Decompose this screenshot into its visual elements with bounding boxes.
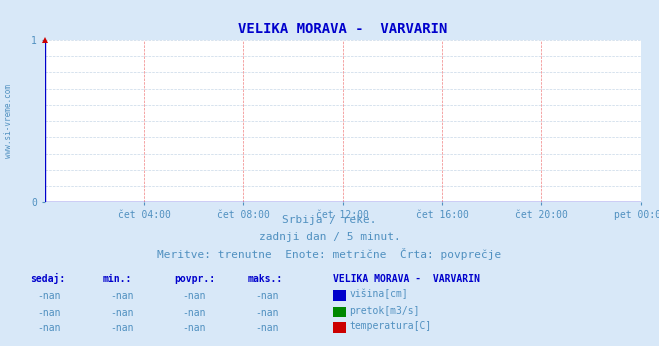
Text: zadnji dan / 5 minut.: zadnji dan / 5 minut. <box>258 233 401 243</box>
Text: sedaj:: sedaj: <box>30 273 65 284</box>
Text: -nan: -nan <box>183 291 206 301</box>
Text: -nan: -nan <box>255 324 279 334</box>
Text: -nan: -nan <box>110 324 134 334</box>
Text: maks.:: maks.: <box>247 274 282 284</box>
Text: povpr.:: povpr.: <box>175 274 215 284</box>
Text: temperatura[C]: temperatura[C] <box>349 321 432 331</box>
Text: -nan: -nan <box>183 324 206 334</box>
Text: www.si-vreme.com: www.si-vreme.com <box>4 84 13 158</box>
Text: Meritve: trenutne  Enote: metrične  Črta: povprečje: Meritve: trenutne Enote: metrične Črta: … <box>158 248 501 260</box>
Text: -nan: -nan <box>110 308 134 318</box>
Text: -nan: -nan <box>255 291 279 301</box>
Text: -nan: -nan <box>110 291 134 301</box>
Text: Srbija / reke.: Srbija / reke. <box>282 215 377 225</box>
Text: višina[cm]: višina[cm] <box>349 289 408 299</box>
Text: -nan: -nan <box>38 324 61 334</box>
Text: min.:: min.: <box>102 274 132 284</box>
Text: -nan: -nan <box>183 308 206 318</box>
Title: VELIKA MORAVA -  VARVARIN: VELIKA MORAVA - VARVARIN <box>238 22 447 36</box>
Text: -nan: -nan <box>255 308 279 318</box>
Text: pretok[m3/s]: pretok[m3/s] <box>349 306 420 316</box>
Text: -nan: -nan <box>38 291 61 301</box>
Text: -nan: -nan <box>38 308 61 318</box>
Text: VELIKA MORAVA -  VARVARIN: VELIKA MORAVA - VARVARIN <box>333 274 480 284</box>
